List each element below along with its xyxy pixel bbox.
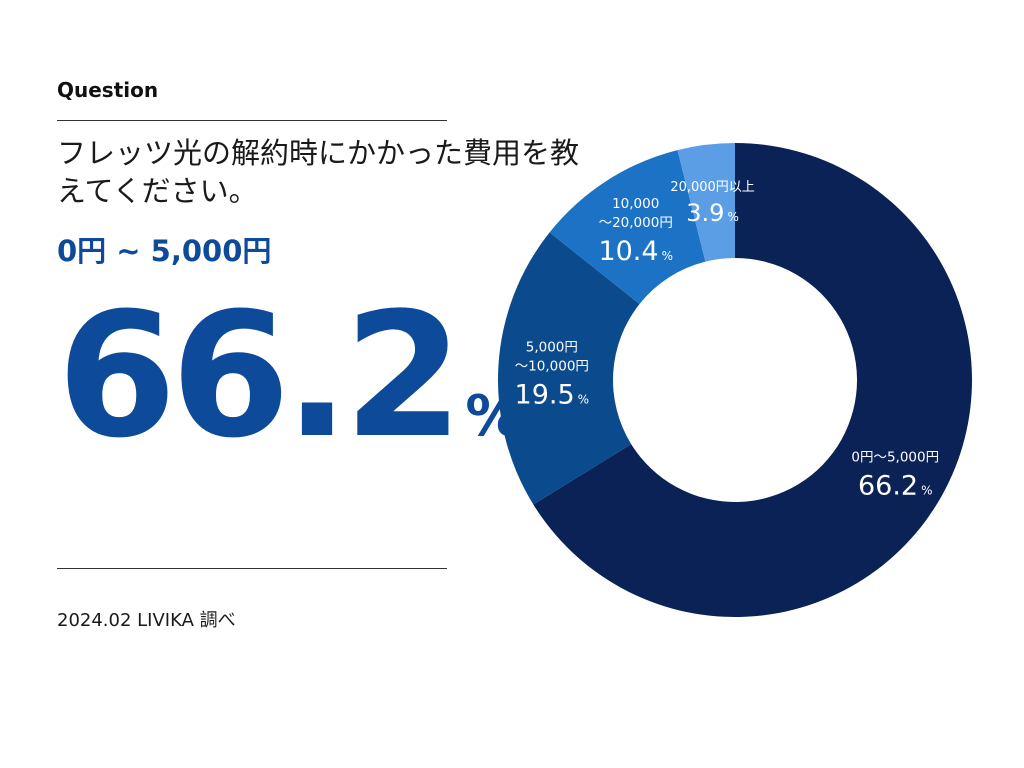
donut-slices (498, 143, 972, 618)
donut-label-value: 19.5% (515, 380, 590, 411)
donut-slice-2 (549, 150, 706, 305)
donut-label-3: 20,000円以上 3.9% (670, 180, 755, 227)
donut-label-0: 0円～5,000円 66.2% (851, 449, 939, 501)
top-divider (57, 120, 447, 121)
donut-label-value: 66.2% (858, 470, 933, 501)
donut-label-1: 5,000円 ～10,000円 19.5% (515, 340, 590, 411)
question-text: フレッツ光の解約時にかかった費用を教えてください。 (57, 136, 580, 208)
donut-label-value: 3.9% (686, 199, 739, 227)
donut-slice-0 (533, 143, 972, 618)
highlight-value: 66.2 (57, 275, 463, 476)
donut-label-2: 10,000 ～20,000円 10.4% (598, 196, 673, 267)
question-label: Question (57, 78, 159, 102)
donut-label-category: 20,000円以上 (670, 180, 755, 195)
source-note: 2024.02 LIVIKA 調べ (57, 610, 236, 631)
highlight-range: 0円 ~ 5,000円 (57, 234, 272, 268)
donut-labels: 0円～5,000円 66.2 % 5,000円 ～10,000円 19.5 % 10,000 ～… (515, 180, 940, 502)
donut-label-category: 5,000円 (526, 340, 578, 356)
donut-slice-1 (498, 232, 640, 505)
donut-label-category: 0円～5,000円 (851, 449, 939, 465)
donut-label-value: 10.4% (598, 236, 673, 267)
donut-slice-3 (677, 143, 735, 262)
bottom-divider (57, 568, 447, 569)
donut-label-category: ～10,000円 (515, 359, 589, 375)
donut-label-category: 10,000 (612, 196, 659, 212)
donut-label-category: ～20,000円 (599, 215, 673, 231)
